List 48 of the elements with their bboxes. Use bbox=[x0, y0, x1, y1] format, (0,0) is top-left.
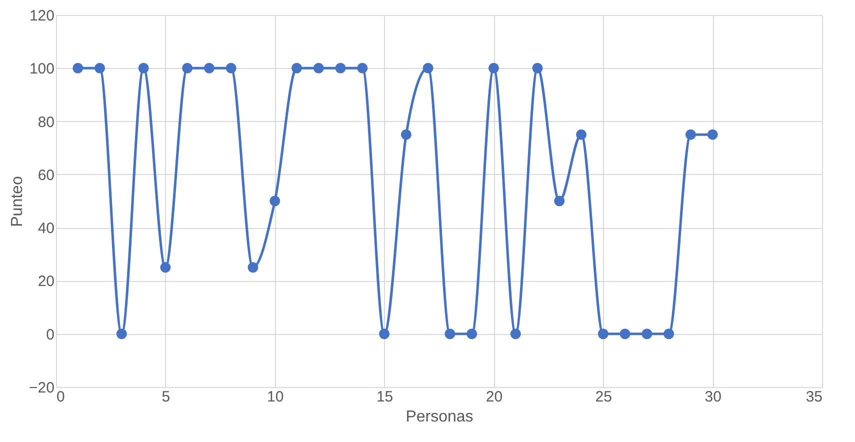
x-tick-label: 20 bbox=[486, 388, 503, 406]
y-axis-title: Punteo bbox=[9, 176, 26, 227]
point bbox=[313, 62, 324, 74]
y-tick-label: 20 bbox=[38, 273, 54, 290]
point bbox=[510, 328, 521, 340]
point bbox=[204, 62, 214, 74]
x-tick-label: 25 bbox=[595, 388, 612, 406]
point bbox=[357, 62, 368, 74]
x-tick-label: 35 bbox=[806, 388, 822, 406]
point bbox=[138, 62, 149, 74]
point bbox=[620, 328, 630, 340]
point bbox=[707, 129, 718, 140]
y-tick-label: −20 bbox=[29, 380, 54, 396]
point bbox=[664, 328, 674, 340]
point bbox=[270, 196, 280, 206]
point bbox=[116, 328, 127, 340]
x-tick-label: 30 bbox=[704, 388, 722, 406]
x-tick-label: 5 bbox=[162, 388, 170, 406]
point bbox=[685, 129, 696, 140]
y-tick-label: 40 bbox=[38, 220, 54, 238]
x-tick-label: 15 bbox=[376, 388, 394, 406]
point bbox=[248, 262, 258, 273]
point bbox=[444, 328, 456, 340]
point bbox=[488, 62, 499, 74]
y-tick-label: 120 bbox=[29, 8, 54, 24]
point bbox=[292, 62, 302, 74]
point bbox=[94, 62, 106, 74]
y-tick-label: 60 bbox=[38, 166, 54, 184]
point bbox=[576, 129, 586, 140]
y-tick-label: 100 bbox=[29, 60, 54, 78]
point bbox=[466, 328, 478, 340]
x-axis-title: Personas bbox=[406, 408, 474, 426]
point bbox=[598, 328, 608, 340]
x-tick-label: 0 bbox=[56, 388, 65, 406]
point bbox=[379, 328, 390, 340]
y-tick-label: 80 bbox=[38, 114, 54, 131]
point bbox=[160, 262, 171, 273]
point bbox=[400, 129, 412, 140]
point bbox=[182, 62, 193, 74]
point bbox=[422, 62, 434, 74]
point bbox=[554, 196, 565, 206]
y-tick-label: 0 bbox=[46, 326, 54, 344]
point bbox=[72, 62, 84, 74]
point bbox=[642, 328, 652, 340]
point bbox=[335, 62, 346, 74]
point bbox=[226, 62, 236, 74]
point bbox=[532, 62, 543, 74]
x-tick-label: 10 bbox=[267, 388, 284, 406]
